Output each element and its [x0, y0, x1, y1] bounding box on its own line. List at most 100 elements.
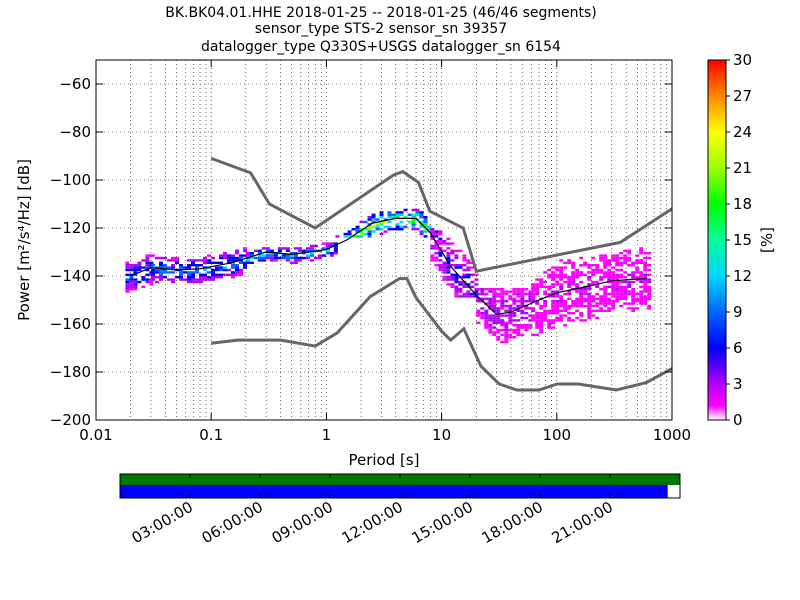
ppsd-cell: [587, 276, 592, 279]
ppsd-cell: [579, 290, 584, 293]
ppsd-cell: [575, 276, 580, 279]
ppsd-cell: [571, 278, 576, 281]
ppsd-cell: [235, 256, 239, 260]
ppsd-cell: [627, 292, 632, 296]
ppsd-cell: [419, 225, 424, 228]
ppsd-cell: [137, 266, 142, 269]
ppsd-cell: [543, 300, 548, 303]
ppsd-cell: [379, 211, 384, 214]
ppsd-cell: [631, 276, 636, 279]
ppsd-cell: [504, 333, 509, 336]
ppsd-cell: [559, 314, 564, 317]
ppsd-cell: [551, 312, 556, 315]
ppsd-cell: [571, 271, 576, 274]
ppsd-cell: [539, 285, 544, 288]
ppsd-cell: [615, 312, 620, 315]
ppsd-cell: [643, 242, 648, 245]
ppsd-cell: [555, 268, 560, 272]
ppsd-cell: [367, 232, 372, 236]
ppsd-cell: [535, 324, 540, 327]
ppsd-cell: [623, 290, 628, 293]
ppsd-cell: [563, 319, 568, 322]
ppsd-cell: [419, 232, 424, 236]
ppsd-cell: [587, 309, 592, 312]
ppsd-cell: [125, 273, 130, 276]
ppsd-cell: [639, 249, 644, 252]
ppsd-cell: [631, 312, 636, 315]
ppsd-cell: [647, 240, 652, 243]
ppsd-cell: [567, 292, 572, 296]
ppsd-cell: [423, 216, 428, 219]
ppsd-cell: [125, 283, 130, 286]
ppsd-cell: [239, 256, 243, 260]
ppsd-cell: [571, 264, 576, 267]
ppsd-cell: [603, 256, 608, 260]
ppsd-cell: [496, 316, 501, 320]
ppsd-cell: [587, 297, 592, 300]
ppsd-cell: [512, 307, 517, 310]
ppsd-cell: [639, 314, 644, 317]
ppsd-cell: [133, 288, 138, 291]
ppsd-cell: [333, 252, 338, 255]
ppsd-cell: [575, 304, 580, 308]
ppsd-cell: [611, 259, 616, 262]
ppsd-cell: [599, 268, 604, 272]
ppsd-cell: [619, 295, 624, 298]
ppsd-cell: [403, 208, 408, 212]
ppsd-cell: [603, 297, 608, 300]
plot-frame: [95, 59, 673, 421]
ppsd-cell: [619, 288, 624, 291]
ppsd-cell: [387, 211, 392, 214]
ppsd-cell: [559, 304, 564, 308]
ppsd-cell: [434, 252, 439, 255]
ppsd-cell: [512, 314, 517, 317]
ppsd-cell: [575, 288, 580, 291]
colorbar-tick-label: 24: [733, 123, 752, 141]
ppsd-cell: [508, 307, 513, 310]
ppsd-cell: [466, 292, 471, 296]
ppsd-cell: [587, 283, 592, 286]
ppsd-cell: [587, 304, 592, 308]
ppsd-cell: [603, 261, 608, 264]
ppsd-cell: [559, 288, 564, 291]
ppsd-cell: [575, 254, 580, 257]
ppsd-cell: [239, 268, 243, 272]
ppsd-cell: [603, 295, 608, 298]
ppsd-cell: [543, 261, 548, 264]
ppsd-cell: [159, 268, 163, 272]
ppsd-cell: [647, 256, 652, 260]
ppsd-cell: [496, 314, 501, 317]
ppsd-cell: [285, 249, 290, 252]
ppsd-cell: [635, 297, 640, 300]
ppsd-cell: [520, 292, 525, 296]
ppsd-cell: [492, 290, 497, 293]
ppsd-cell: [631, 254, 636, 257]
ppsd-cell: [403, 216, 408, 219]
ppsd-cell: [253, 256, 258, 260]
ppsd-cell: [141, 259, 146, 262]
ppsd-cell: [643, 309, 648, 312]
ppsd-cell: [547, 285, 552, 288]
ppsd-cell: [535, 278, 540, 281]
ppsd-cell: [211, 271, 215, 274]
ppsd-cell: [199, 273, 203, 276]
ppsd-cell: [285, 256, 290, 260]
ppsd-cell: [555, 312, 560, 315]
ppsd-cell: [639, 273, 644, 276]
ppsd-cell: [492, 319, 497, 322]
ppsd-cell: [383, 230, 388, 233]
colorbar-tick-label: 9: [733, 303, 743, 321]
ppsd-cell: [249, 252, 254, 255]
ppsd-cell: [619, 264, 624, 267]
ppsd-cell: [125, 278, 130, 281]
ppsd-cell: [611, 285, 616, 288]
ppsd-cell: [543, 304, 548, 308]
y-tick-label: −60: [59, 75, 91, 93]
ppsd-cell: [371, 230, 376, 233]
ppsd-cell: [520, 290, 525, 293]
ppsd-cell: [484, 292, 489, 296]
ppsd-cell: [125, 266, 130, 269]
ppsd-cell: [611, 302, 616, 305]
ppsd-cell: [551, 326, 556, 329]
ppsd-cell: [163, 256, 167, 260]
